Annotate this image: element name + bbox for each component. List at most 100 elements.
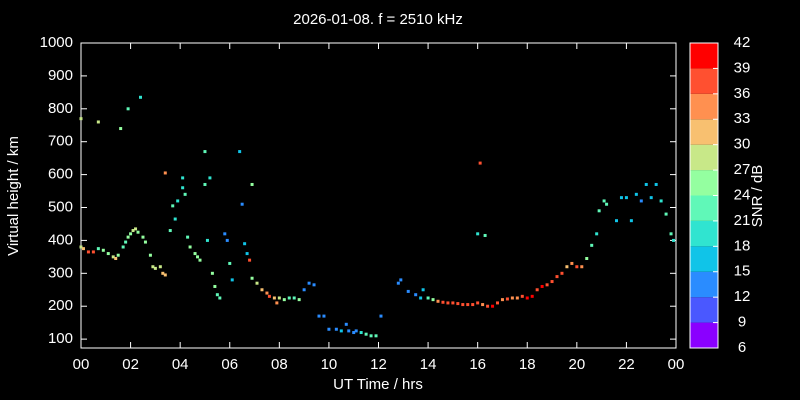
point (619, 196, 623, 200)
y-tick-label: 600 (48, 166, 73, 183)
point (176, 199, 180, 203)
point (267, 294, 271, 298)
point (476, 232, 480, 236)
point (565, 265, 569, 269)
point (510, 296, 514, 300)
point (163, 171, 167, 175)
point (461, 303, 465, 307)
x-tick-label: 14 (420, 356, 437, 373)
colorbar-band (690, 220, 718, 247)
point (478, 161, 482, 165)
point (364, 332, 368, 336)
point (106, 252, 110, 256)
point (374, 334, 378, 338)
point (101, 248, 105, 252)
point (654, 182, 658, 186)
point (134, 227, 138, 231)
point (634, 192, 638, 196)
y-tick-label: 200 (48, 297, 73, 314)
point (126, 107, 130, 111)
point (238, 150, 242, 154)
point (595, 232, 599, 236)
point (272, 296, 276, 300)
point (173, 217, 177, 221)
point (225, 238, 229, 242)
point (354, 329, 358, 333)
colorbar-band (690, 322, 718, 348)
point (292, 296, 296, 300)
point (245, 252, 249, 256)
point (96, 247, 100, 251)
y-tick-label: 500 (48, 198, 73, 215)
point (530, 294, 534, 298)
point (339, 329, 343, 333)
point (114, 257, 118, 261)
point (379, 314, 383, 318)
point (535, 288, 539, 292)
colorbar-band (690, 68, 718, 94)
point (243, 242, 247, 246)
colorbar-tick-label: 27 (734, 161, 751, 178)
colorbar-tick-label: 39 (734, 59, 751, 76)
point (575, 265, 579, 269)
x-tick-label: 18 (519, 356, 536, 373)
point (327, 327, 331, 331)
point (471, 303, 475, 307)
point (550, 280, 554, 284)
y-tick-label: 900 (48, 67, 73, 84)
point (91, 250, 95, 254)
colorbar-tick-label: 21 (734, 212, 751, 229)
point (248, 258, 252, 262)
colorbar-tick-label: 18 (734, 237, 751, 254)
point (659, 199, 663, 203)
point (486, 304, 490, 308)
point (369, 334, 373, 338)
point (359, 331, 363, 335)
point (664, 212, 668, 216)
x-tick-label: 12 (370, 356, 387, 373)
point (151, 265, 155, 269)
point (188, 245, 192, 249)
y-tick-label: 400 (48, 231, 73, 248)
point (414, 293, 418, 297)
point (181, 186, 185, 190)
point (515, 296, 519, 300)
point (555, 275, 559, 279)
point (481, 303, 485, 307)
point (129, 232, 133, 236)
point (399, 278, 403, 282)
point (520, 294, 524, 298)
point (505, 297, 509, 301)
point (491, 304, 495, 308)
point (317, 314, 321, 318)
point (476, 301, 480, 305)
point (158, 265, 162, 269)
point (196, 255, 200, 259)
point (287, 296, 291, 300)
y-tick-label: 700 (48, 133, 73, 150)
point (153, 266, 157, 270)
x-tick-label: 20 (568, 356, 585, 373)
point (228, 261, 232, 265)
point (602, 199, 606, 203)
point (141, 235, 145, 239)
point (585, 257, 589, 261)
point (406, 289, 410, 293)
point (496, 301, 499, 305)
point (560, 271, 564, 275)
point (139, 95, 142, 99)
point (629, 219, 633, 223)
point (230, 278, 234, 282)
point (615, 219, 618, 223)
point (126, 235, 130, 239)
point (168, 229, 172, 233)
point (639, 199, 643, 203)
colorbar-tick-label: 24 (734, 186, 751, 203)
point (250, 182, 254, 186)
point (649, 196, 653, 200)
x-tick-label: 02 (122, 356, 139, 373)
point (121, 245, 125, 249)
point (590, 243, 594, 247)
point (131, 229, 135, 233)
